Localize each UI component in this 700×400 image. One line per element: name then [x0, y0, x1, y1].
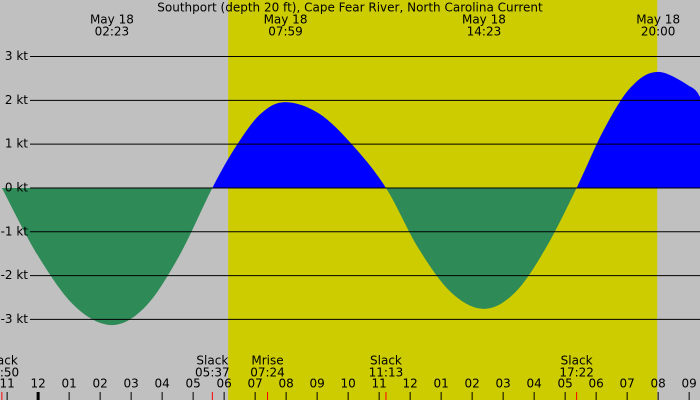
event-date: May 18: [636, 13, 680, 27]
x-tick-label: 11: [372, 377, 387, 391]
y-tick-label: 0 kt: [5, 180, 28, 194]
event-time: 22:50: [0, 366, 19, 380]
y-tick-label: 2 kt: [5, 93, 28, 107]
event-time: 05:37: [195, 366, 230, 380]
ebb-area: [1, 187, 700, 326]
event-time: 07:59: [268, 25, 303, 39]
x-tick-label: 01: [61, 377, 76, 391]
x-tick-label: 07: [247, 377, 262, 391]
flood-area: [212, 71, 700, 188]
event-time: 20:00: [641, 25, 676, 39]
event-label: Slack: [196, 354, 228, 368]
x-tick-label: 06: [589, 377, 604, 391]
x-tick-label: 12: [403, 377, 418, 391]
y-tick-label: 3 kt: [5, 49, 28, 63]
event-time: 11:13: [369, 366, 404, 380]
x-tick-label: 03: [496, 377, 511, 391]
event-label: Slack: [561, 354, 593, 368]
y-tick-label: 1 kt: [5, 137, 28, 151]
x-tick-label: 07: [620, 377, 635, 391]
chart-title: Southport (depth 20 ft), Cape Fear River…: [157, 1, 543, 15]
x-tick-label: 03: [123, 377, 138, 391]
x-tick-label: 08: [651, 377, 666, 391]
x-tick-label: 04: [527, 377, 542, 391]
x-tick-label: 05: [558, 377, 573, 391]
x-tick-label: 08: [278, 377, 293, 391]
y-tick-label: -3 kt: [1, 312, 29, 326]
event-time: 07:24: [250, 366, 285, 380]
y-tick-label: -2 kt: [1, 268, 29, 282]
event-date: May 18: [90, 13, 134, 27]
y-tick-label: -1 kt: [1, 224, 29, 238]
event-time: 02:23: [95, 25, 130, 39]
x-tick-label: 05: [185, 377, 200, 391]
event-date: May 18: [264, 13, 308, 27]
x-tick-label: 02: [465, 377, 480, 391]
event-time: 14:23: [467, 25, 502, 39]
event-label: Slack: [0, 354, 18, 368]
event-label: Mrise: [251, 354, 283, 368]
event-label: Slack: [370, 354, 402, 368]
x-tick-label: 06: [216, 377, 231, 391]
x-tick-label: 09: [309, 377, 324, 391]
event-time: 17:22: [559, 366, 594, 380]
event-date: May 18: [462, 13, 506, 27]
x-tick-label: 10: [340, 377, 355, 391]
x-tick-label: 09: [682, 377, 697, 391]
x-tick-label: 04: [154, 377, 169, 391]
x-tick-label: 12: [30, 377, 45, 391]
x-tick-label: 11: [0, 377, 15, 391]
x-tick-label: 01: [434, 377, 449, 391]
x-tick-label: 02: [92, 377, 107, 391]
